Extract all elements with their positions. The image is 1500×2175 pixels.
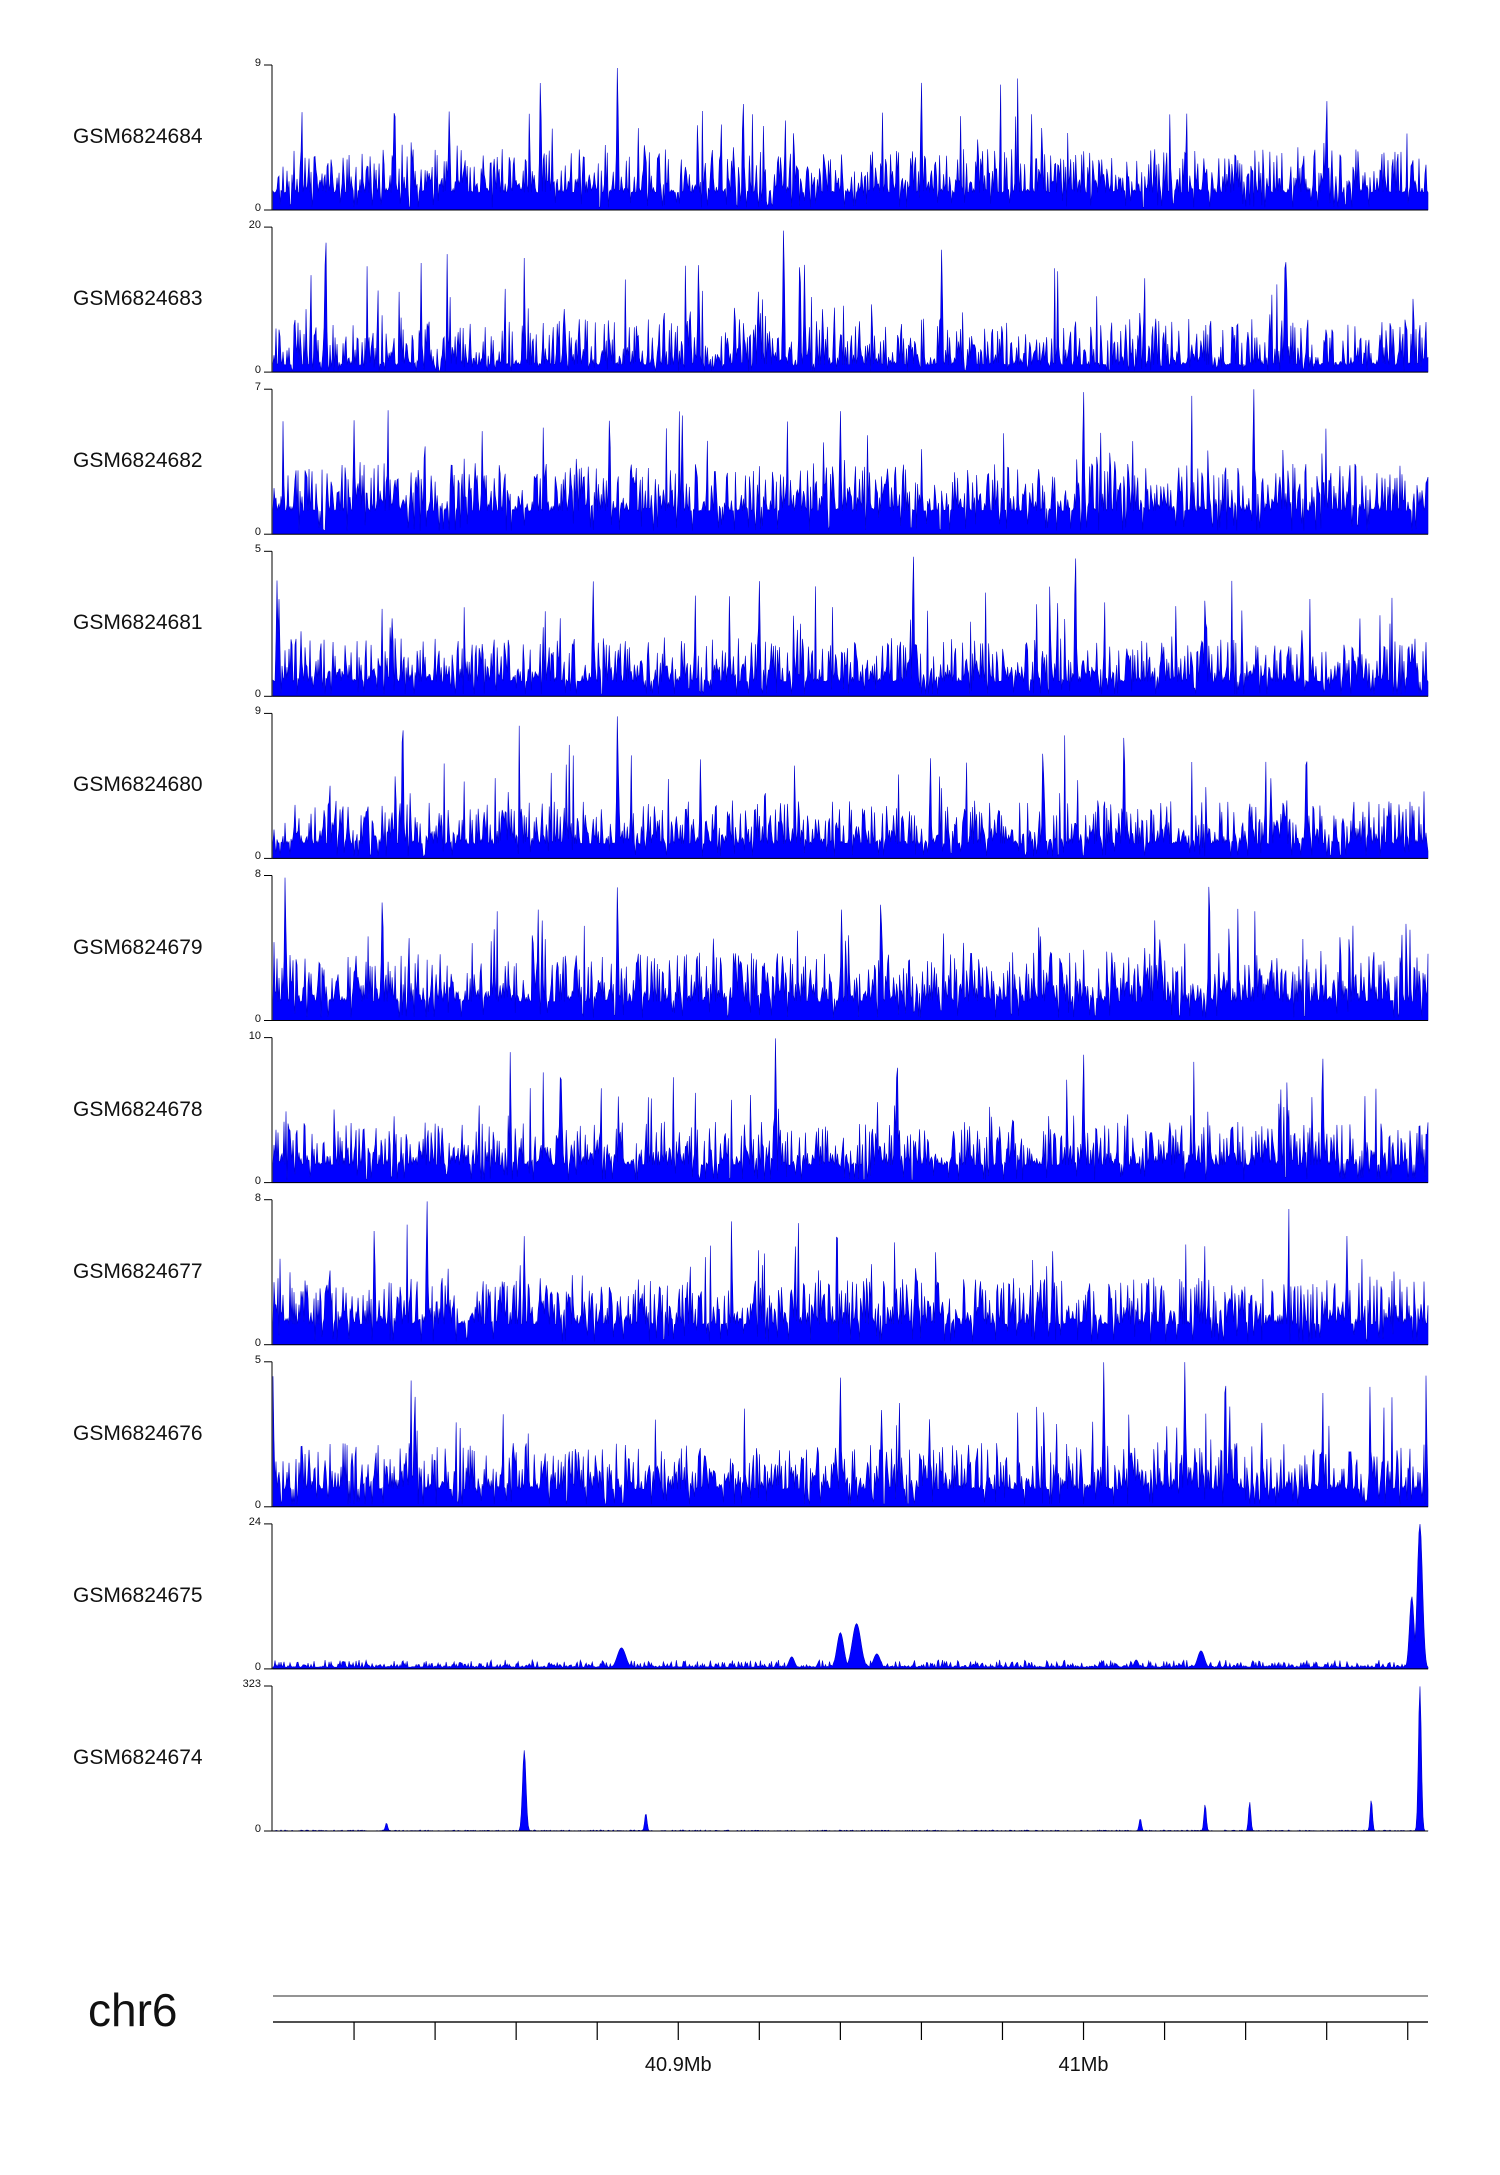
y-min-label: 0 <box>254 688 261 701</box>
y-min-label: 0 <box>254 1660 261 1673</box>
track-label: GSM6824679 <box>73 935 203 959</box>
chromosome-label: chr6 <box>88 1984 178 2036</box>
track-label: GSM6824682 <box>73 449 203 473</box>
coverage-area-GSM6824674 <box>272 1686 1429 1832</box>
coverage-area-GSM6824676 <box>272 1362 1429 1508</box>
track-label: GSM6824684 <box>73 125 203 148</box>
y-min-label: 0 <box>254 202 261 214</box>
track-label: GSM6824677 <box>73 1259 203 1283</box>
y-max-label: 7 <box>254 381 261 394</box>
y-max-label: 323 <box>242 1678 261 1690</box>
y-max-label: 9 <box>254 705 261 718</box>
coverage-area-GSM6824684 <box>272 67 1429 211</box>
coverage-area-GSM6824680 <box>272 716 1429 859</box>
track-label: GSM6824681 <box>73 611 203 635</box>
track-label: GSM6824678 <box>73 1097 203 1121</box>
track-label: GSM6824675 <box>73 1583 203 1607</box>
y-min-label: 0 <box>254 526 261 539</box>
track-label: GSM6824674 <box>73 1746 203 1769</box>
coverage-area-GSM6824683 <box>272 230 1429 373</box>
y-max-label: 10 <box>248 1029 261 1042</box>
y-max-label: 8 <box>254 1191 261 1204</box>
x-tick-label: 41Mb <box>1058 2054 1109 2076</box>
y-min-label: 0 <box>254 1336 261 1349</box>
y-max-label: 9 <box>254 57 261 69</box>
coverage-area-GSM6824681 <box>272 556 1429 697</box>
track-label: GSM6824680 <box>73 773 203 797</box>
x-tick-label: 40.9Mb <box>644 2054 712 2076</box>
track-label: GSM6824676 <box>73 1421 203 1445</box>
y-min-label: 0 <box>254 1174 261 1187</box>
coverage-area-GSM6824675 <box>272 1523 1429 1670</box>
coverage-area-GSM6824677 <box>272 1201 1429 1345</box>
y-min-label: 0 <box>254 1498 261 1511</box>
y-min-label: 0 <box>254 1823 261 1835</box>
y-max-label: 5 <box>254 543 261 556</box>
track-label: GSM6824683 <box>73 287 203 311</box>
y-max-label: 8 <box>254 867 261 880</box>
coverage-area-GSM6824678 <box>272 1038 1429 1183</box>
coverage-area-GSM6824682 <box>272 389 1429 535</box>
y-max-label: 20 <box>248 219 261 232</box>
y-max-label: 24 <box>248 1515 261 1528</box>
coverage-area-GSM6824679 <box>272 877 1429 1021</box>
y-min-label: 0 <box>254 364 261 377</box>
y-min-label: 0 <box>254 850 261 863</box>
y-min-label: 0 <box>254 1012 261 1025</box>
y-max-label: 5 <box>254 1353 261 1366</box>
